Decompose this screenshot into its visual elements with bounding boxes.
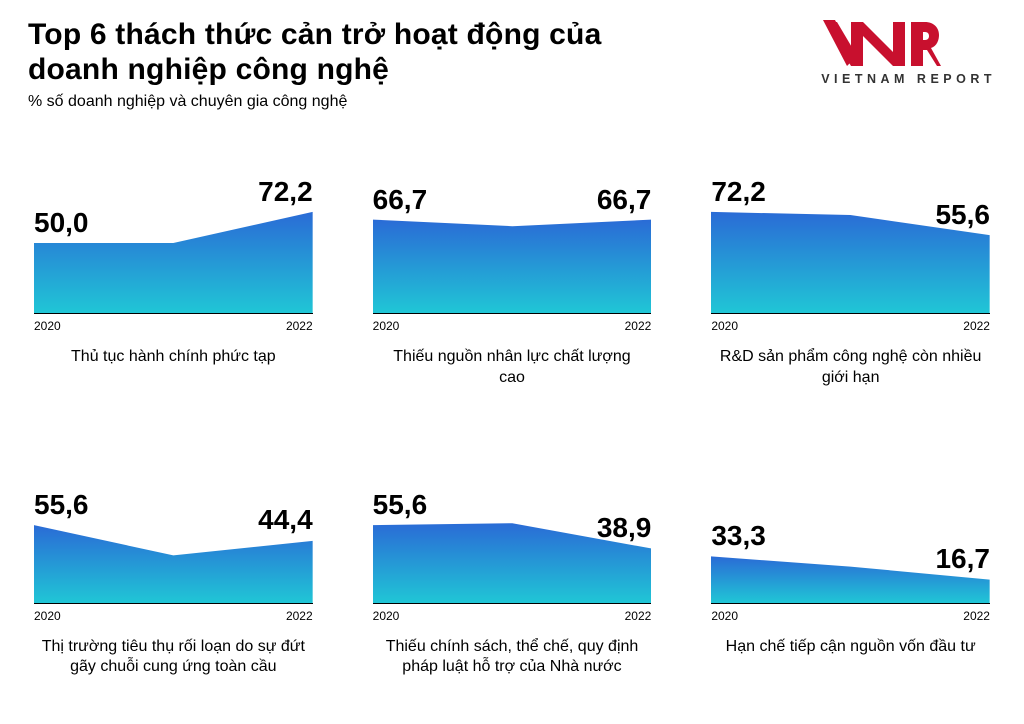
x-label-end: 2022 xyxy=(286,609,313,623)
chart-cell: 66,7 66,7 2020 2022 Thiếu nguồn nhân lực chấ… xyxy=(373,139,652,389)
chart-caption: R&D sản phẩm công nghệ còn nhiều giới hạ… xyxy=(711,347,990,389)
x-label-start: 2020 xyxy=(711,319,738,333)
x-label-start: 2020 xyxy=(711,609,738,623)
charts-grid: 50,0 72,2 2020 2022 Thủ tục hành chính phức … xyxy=(28,139,996,678)
x-label-start: 2020 xyxy=(373,319,400,333)
page: Top 6 thách thức cản trở hoạt động của d… xyxy=(0,0,1024,724)
x-label-end: 2022 xyxy=(286,319,313,333)
x-label-end: 2022 xyxy=(963,319,990,333)
value-right: 16,7 xyxy=(935,543,990,575)
chart-caption: Thị trường tiêu thụ rối loạn do sự đứt g… xyxy=(34,637,313,679)
value-left: 55,6 xyxy=(373,489,428,521)
x-axis-labels: 2020 2022 xyxy=(711,609,990,623)
axis-baseline xyxy=(711,313,990,314)
axis-baseline xyxy=(34,603,313,604)
chart-cell: 33,3 16,7 2020 2022 Hạn chế tiếp cận nguồn v… xyxy=(711,429,990,679)
chart-box: 55,6 44,4 2020 2022 xyxy=(34,429,313,629)
axis-baseline xyxy=(711,603,990,604)
chart-caption: Hạn chế tiếp cận nguồn vốn đầu tư xyxy=(711,637,990,658)
chart-caption: Thiếu nguồn nhân lực chất lượng cao xyxy=(373,347,652,389)
x-label-end: 2022 xyxy=(963,609,990,623)
x-axis-labels: 2020 2022 xyxy=(34,609,313,623)
chart-box: 72,2 55,6 2020 2022 xyxy=(711,139,990,339)
vnr-logo-icon xyxy=(821,18,941,70)
chart-box: 55,6 38,9 2020 2022 xyxy=(373,429,652,629)
axis-baseline xyxy=(373,603,652,604)
value-right: 38,9 xyxy=(597,512,652,544)
x-axis-labels: 2020 2022 xyxy=(34,319,313,333)
header: Top 6 thách thức cản trở hoạt động của d… xyxy=(28,18,996,111)
x-axis-labels: 2020 2022 xyxy=(711,319,990,333)
value-left: 55,6 xyxy=(34,489,89,521)
x-axis-labels: 2020 2022 xyxy=(373,319,652,333)
chart-cell: 72,2 55,6 2020 2022 R&D sản phẩm công nghệ c… xyxy=(711,139,990,389)
value-left: 72,2 xyxy=(711,176,766,208)
chart-box: 50,0 72,2 2020 2022 xyxy=(34,139,313,339)
value-left: 33,3 xyxy=(711,520,766,552)
chart-cell: 55,6 38,9 2020 2022 Thiếu chính sách, thể ch… xyxy=(373,429,652,679)
chart-box: 66,7 66,7 2020 2022 xyxy=(373,139,652,339)
x-label-start: 2020 xyxy=(373,609,400,623)
x-label-end: 2022 xyxy=(625,319,652,333)
value-right: 55,6 xyxy=(935,199,990,231)
chart-cell: 50,0 72,2 2020 2022 Thủ tục hành chính phức … xyxy=(34,139,313,389)
chart-caption: Thủ tục hành chính phức tạp xyxy=(34,347,313,368)
axis-baseline xyxy=(373,313,652,314)
value-right: 72,2 xyxy=(258,176,313,208)
axis-baseline xyxy=(34,313,313,314)
chart-caption: Thiếu chính sách, thể chế, quy định pháp… xyxy=(373,637,652,679)
logo-text: VIETNAM REPORT xyxy=(821,72,996,86)
value-left: 50,0 xyxy=(34,207,89,239)
page-subtitle: % số doanh nghiệp và chuyên gia công ngh… xyxy=(28,93,668,111)
title-block: Top 6 thách thức cản trở hoạt động của d… xyxy=(28,18,668,111)
value-right: 44,4 xyxy=(258,504,313,536)
x-label-start: 2020 xyxy=(34,319,61,333)
chart-cell: 55,6 44,4 2020 2022 Thị trường tiêu thụ rối … xyxy=(34,429,313,679)
x-label-start: 2020 xyxy=(34,609,61,623)
logo: VIETNAM REPORT xyxy=(821,18,996,86)
x-axis-labels: 2020 2022 xyxy=(373,609,652,623)
value-right: 66,7 xyxy=(597,184,652,216)
x-label-end: 2022 xyxy=(625,609,652,623)
page-title: Top 6 thách thức cản trở hoạt động của d… xyxy=(28,18,668,87)
chart-box: 33,3 16,7 2020 2022 xyxy=(711,429,990,629)
value-left: 66,7 xyxy=(373,184,428,216)
